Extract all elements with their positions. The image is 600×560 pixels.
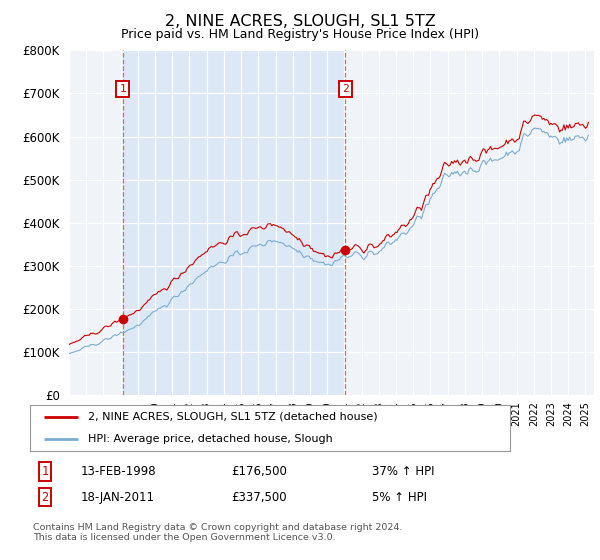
Text: 18-JAN-2011: 18-JAN-2011 xyxy=(81,491,155,504)
Text: 2: 2 xyxy=(342,84,349,94)
Text: 1: 1 xyxy=(119,84,126,94)
Text: Price paid vs. HM Land Registry's House Price Index (HPI): Price paid vs. HM Land Registry's House … xyxy=(121,28,479,41)
Text: 2, NINE ACRES, SLOUGH, SL1 5TZ (detached house): 2, NINE ACRES, SLOUGH, SL1 5TZ (detached… xyxy=(88,412,377,422)
Text: Contains HM Land Registry data © Crown copyright and database right 2024.
This d: Contains HM Land Registry data © Crown c… xyxy=(33,522,403,542)
Bar xyxy=(123,50,345,395)
Text: 5% ↑ HPI: 5% ↑ HPI xyxy=(372,491,427,504)
Text: 2, NINE ACRES, SLOUGH, SL1 5TZ: 2, NINE ACRES, SLOUGH, SL1 5TZ xyxy=(164,14,436,29)
Text: £176,500: £176,500 xyxy=(231,465,287,478)
Text: 13-FEB-1998: 13-FEB-1998 xyxy=(81,465,157,478)
Text: 37% ↑ HPI: 37% ↑ HPI xyxy=(372,465,434,478)
Text: £337,500: £337,500 xyxy=(231,491,287,504)
Text: 1: 1 xyxy=(41,465,49,478)
Text: HPI: Average price, detached house, Slough: HPI: Average price, detached house, Slou… xyxy=(88,434,332,444)
Text: 2: 2 xyxy=(41,491,49,504)
